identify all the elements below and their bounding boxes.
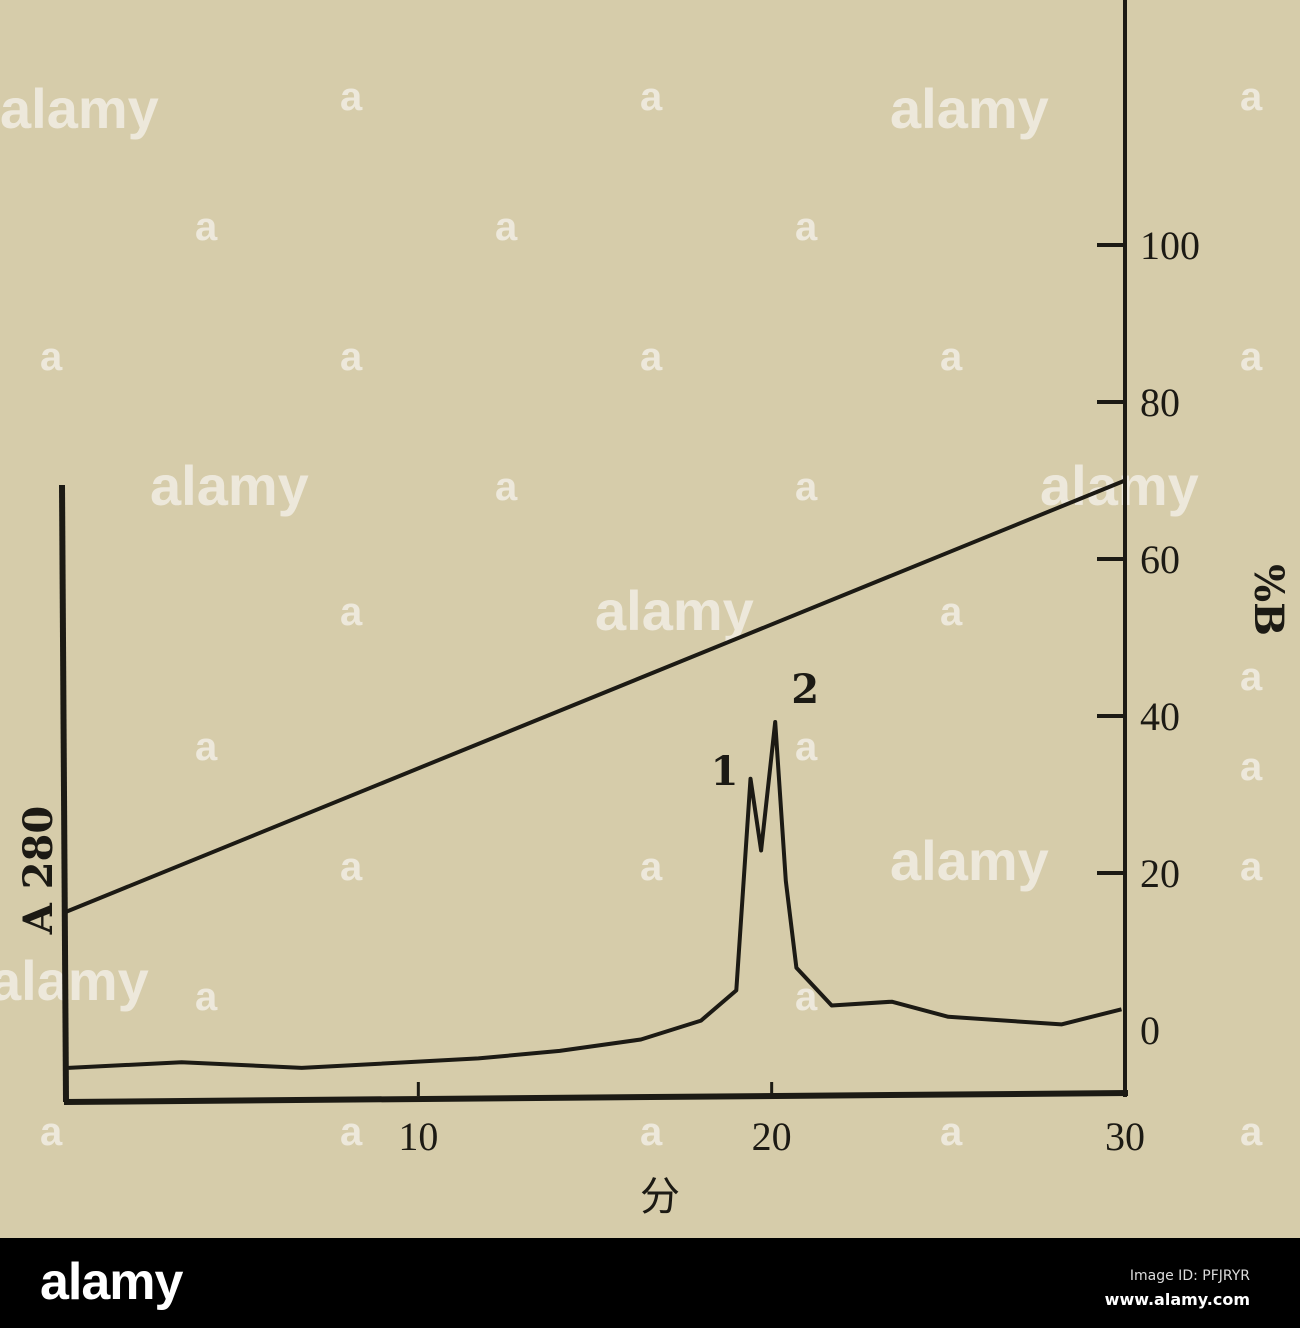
right-tick-label: 80 <box>1140 380 1180 425</box>
watermark-mark: a <box>940 1110 963 1154</box>
gradient-line <box>64 478 1126 915</box>
site-url: www.alamy.com <box>1104 1290 1250 1309</box>
left-axis-title: A 280 <box>15 806 62 935</box>
peak-2-label: 2 <box>791 666 819 713</box>
watermark-mark: a <box>340 1110 363 1154</box>
left-axis-line <box>59 484 69 1103</box>
watermark-mark: a <box>195 725 218 769</box>
image-id: Image ID: PFJRYR <box>1129 1268 1250 1284</box>
watermark-text: alamy <box>890 77 1049 140</box>
absorbance-trace <box>68 720 1122 1070</box>
alamy-logo: alamy <box>40 1253 183 1311</box>
watermark-mark: a <box>1240 75 1263 119</box>
watermark-mark: a <box>340 335 363 379</box>
watermark-text: alamy <box>0 949 149 1012</box>
x-axis-line <box>63 1090 1129 1105</box>
watermark-mark: a <box>795 975 818 1019</box>
watermark-mark: a <box>640 75 663 119</box>
right-tick-label: 60 <box>1140 537 1180 582</box>
right-tick-label: 0 <box>1140 1008 1160 1053</box>
x-axis-title: 分 <box>640 1174 680 1219</box>
watermark-mark: a <box>940 335 963 379</box>
watermark-text: alamy <box>0 77 159 140</box>
watermark-mark: a <box>940 590 963 634</box>
watermark-text: alamy <box>150 454 309 517</box>
watermark-text: alamy <box>595 579 754 642</box>
stock-banner: alamy Image ID: PFJRYR www.alamy.com <box>0 1238 1300 1328</box>
watermark-mark: a <box>195 975 218 1019</box>
watermark-mark: a <box>340 590 363 634</box>
watermark-mark: a <box>195 205 218 249</box>
watermark-mark: a <box>1240 1110 1263 1154</box>
peak-1-label: 1 <box>711 748 739 795</box>
watermark-mark: a <box>1240 745 1263 789</box>
watermark-mark: a <box>40 1110 63 1154</box>
right-tick-label: 20 <box>1140 851 1180 896</box>
watermark-text: alamy <box>890 829 1049 892</box>
x-tick-label: 20 <box>752 1114 792 1159</box>
right-tick-label: 100 <box>1140 223 1200 268</box>
watermark-mark: a <box>495 205 518 249</box>
x-tick-label: 30 <box>1105 1114 1145 1159</box>
watermark-mark: a <box>1240 655 1263 699</box>
series-layer <box>64 478 1126 1070</box>
watermark-mark: a <box>640 335 663 379</box>
labels-layer: 1 2 A 280 %B 分 <box>15 564 1292 1219</box>
watermark-mark: a <box>340 845 363 889</box>
watermark-mark: a <box>1240 335 1263 379</box>
watermark-mark: a <box>795 465 818 509</box>
x-tick-label: 10 <box>398 1114 438 1159</box>
axes: 10 20 30 0 20 40 60 80 100 <box>59 0 1200 1159</box>
watermark-mark: a <box>40 335 63 379</box>
right-axis-title: %B <box>1245 564 1292 636</box>
watermark-mark: a <box>340 75 363 119</box>
watermark-mark: a <box>495 465 518 509</box>
watermark-mark: a <box>1240 845 1263 889</box>
right-tick-label: 40 <box>1140 694 1180 739</box>
watermark-mark: a <box>795 725 818 769</box>
watermark-mark: a <box>640 845 663 889</box>
watermark-mark: a <box>640 1110 663 1154</box>
watermark-mark: a <box>795 205 818 249</box>
